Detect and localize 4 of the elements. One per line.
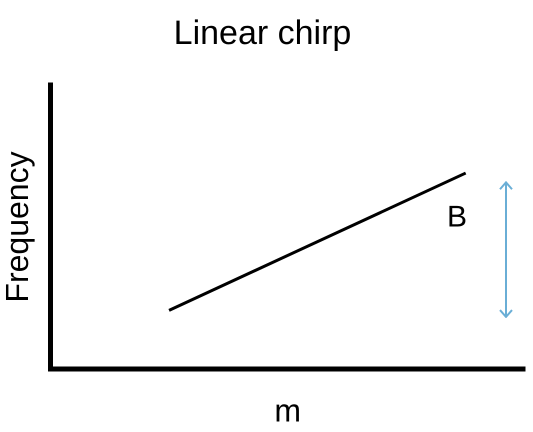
- x-axis-title: m: [274, 392, 302, 429]
- chart-title: Linear chirp: [174, 14, 352, 52]
- y-axis-title: Frequency: [0, 151, 36, 303]
- annotation: B: [446, 200, 468, 234]
